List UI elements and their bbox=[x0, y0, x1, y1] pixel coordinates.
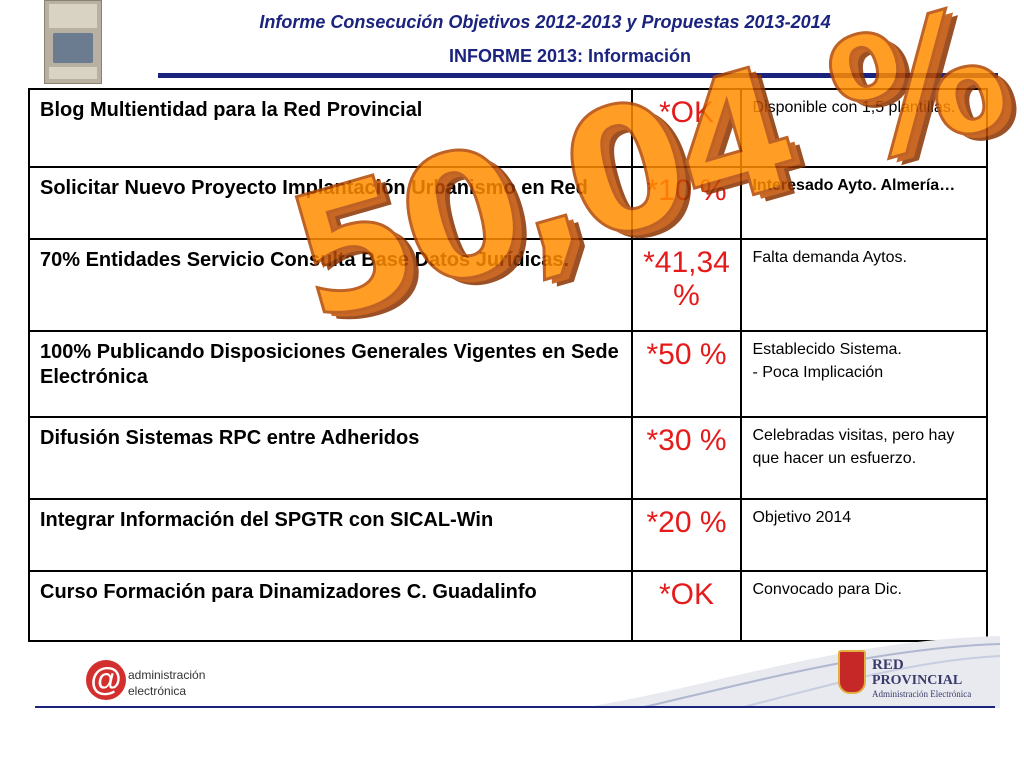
logo-text-line1: administración bbox=[128, 668, 206, 682]
note-cell: Objetivo 2014 bbox=[740, 498, 988, 572]
note-line: - Poca Implicación bbox=[752, 364, 884, 382]
footer-divider bbox=[35, 706, 995, 708]
cover-bottom bbox=[49, 67, 97, 79]
table-row: Solicitar Nuevo Proyecto Implantación Ur… bbox=[28, 166, 988, 240]
task-cell: 70% Entidades Servicio Consulta Base Dat… bbox=[28, 238, 633, 332]
table-row: Integrar Información del SPGTR con SICAL… bbox=[28, 498, 988, 572]
red-provincial-logo-line2: PROVINCIAL bbox=[872, 673, 963, 688]
table-row: Curso Formación para Dinamizadores C. Gu… bbox=[28, 570, 988, 642]
status-cell: *50 % bbox=[630, 330, 743, 418]
page-title: Informe Consecución Objetivos 2012-2013 … bbox=[259, 12, 831, 32]
task-cell: 100% Publicando Disposiciones Generales … bbox=[28, 330, 633, 418]
note-cell: Interesado Ayto. Almería… bbox=[740, 166, 988, 240]
administracion-electronica-logo: @ administración electrónica bbox=[86, 660, 226, 706]
cover-image bbox=[53, 33, 93, 63]
task-cell: Integrar Información del SPGTR con SICAL… bbox=[28, 498, 633, 572]
table-row: 100% Publicando Disposiciones Generales … bbox=[28, 330, 988, 418]
note-text: Interesado Ayto. Almería… bbox=[752, 177, 956, 194]
status-cell: *30 % bbox=[630, 416, 743, 500]
status-cell: *10 % bbox=[630, 166, 743, 240]
status-cell: *41,34 % bbox=[630, 238, 743, 332]
red-provincial-logo-line3: Administración Electrónica bbox=[872, 689, 972, 699]
note-cell: Establecido Sistema. - Poca Implicación bbox=[740, 330, 988, 418]
objectives-table: Blog Multientidad para la Red Provincial… bbox=[28, 88, 988, 642]
at-sign-icon: @ bbox=[86, 660, 126, 700]
table-row: Difusión Sistemas RPC entre Adheridos *3… bbox=[28, 416, 988, 500]
note-cell: Celebradas visitas, pero hay que hacer u… bbox=[740, 416, 988, 500]
task-cell: Solicitar Nuevo Proyecto Implantación Ur… bbox=[28, 166, 633, 240]
cover-top bbox=[49, 4, 97, 28]
swoosh-graphic bbox=[580, 636, 1000, 708]
note-cell: Falta demanda Aytos. bbox=[740, 238, 988, 332]
page-subtitle: INFORME 2013: Información bbox=[448, 46, 692, 66]
logo-text-line2: electrónica bbox=[128, 684, 187, 698]
table-row: Blog Multientidad para la Red Provincial… bbox=[28, 88, 988, 168]
header-divider bbox=[158, 73, 998, 78]
report-cover-thumbnail bbox=[44, 0, 102, 84]
status-cell: *20 % bbox=[630, 498, 743, 572]
task-cell: Difusión Sistemas RPC entre Adheridos bbox=[28, 416, 633, 500]
table-row: 70% Entidades Servicio Consulta Base Dat… bbox=[28, 238, 988, 332]
task-cell: Blog Multientidad para la Red Provincial bbox=[28, 88, 633, 168]
note-cell: Convocado para Dic. bbox=[740, 570, 988, 642]
status-cell: *OK bbox=[630, 570, 743, 642]
red-provincial-logo-line1: RED bbox=[872, 657, 904, 673]
note-cell: Disponible con 1,5 plantillas. bbox=[740, 88, 988, 168]
status-cell: *OK bbox=[630, 88, 743, 168]
task-cell: Curso Formación para Dinamizadores C. Gu… bbox=[28, 570, 633, 642]
note-line: Establecido Sistema. bbox=[752, 341, 902, 358]
coat-of-arms-icon bbox=[838, 650, 866, 694]
